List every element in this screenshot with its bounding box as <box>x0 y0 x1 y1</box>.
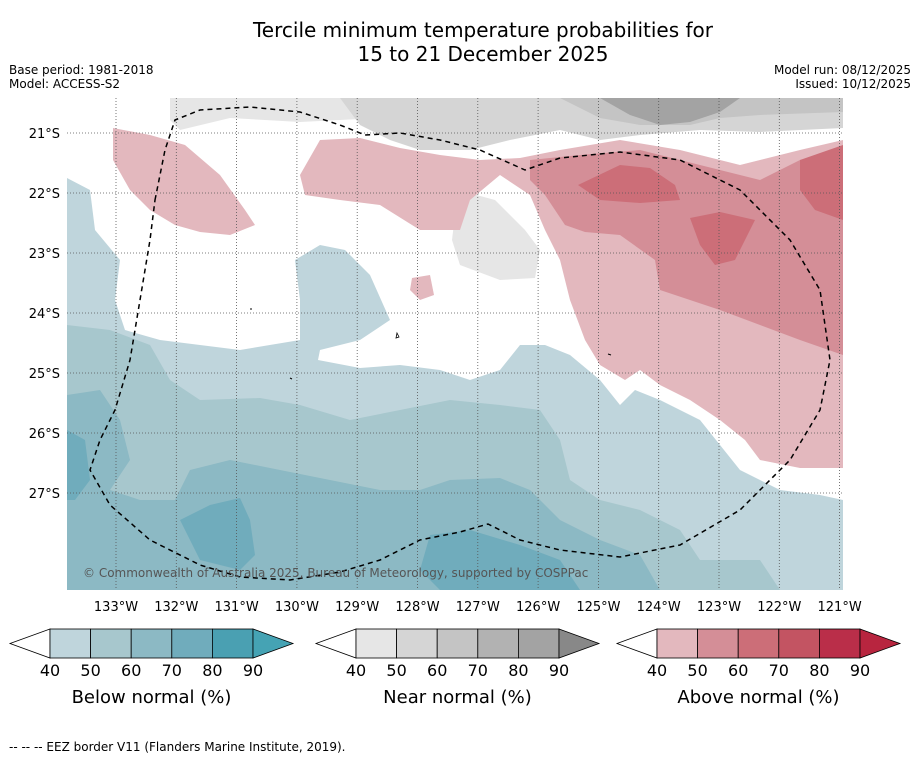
x-tick-label: 130°W <box>275 600 319 615</box>
colorbar-label: Below normal (%) <box>72 687 232 708</box>
meta-left: Base period: 1981-2018 Model: ACCESS-S2 <box>9 63 154 91</box>
base-period: Base period: 1981-2018 <box>9 63 154 77</box>
colorbar-segment <box>355 628 397 659</box>
colorbar-segment <box>819 628 861 659</box>
x-tick-label: 124°W <box>637 600 681 615</box>
x-tick-label: 125°W <box>576 600 620 615</box>
y-tick-label: 26°S <box>29 427 60 442</box>
below-normal-region-70c <box>67 430 90 500</box>
x-tick-label: 132°W <box>154 600 198 615</box>
model-name: Model: ACCESS-S2 <box>9 77 121 91</box>
above-normal-region-50 <box>530 150 843 355</box>
gridlines <box>67 98 843 590</box>
colorbar-segment <box>697 628 739 659</box>
above-normal-region-60b <box>690 212 755 265</box>
colorbar-tick: 90 <box>549 661 569 680</box>
copyright-text: © Commonwealth of Australia 2025, Bureau… <box>83 566 588 580</box>
colorbar-segment <box>778 628 820 659</box>
colorbar: 40 50 60 70 80 90 Near normal (%) <box>314 628 601 708</box>
meta-right: Model run: 08/12/2025 Issued: 10/12/2025 <box>774 63 911 91</box>
x-tick-label: 128°W <box>395 600 439 615</box>
y-tick-label: 23°S <box>29 247 60 262</box>
colorbar-over-arrow <box>558 628 601 659</box>
colorbar-tick: 80 <box>202 661 222 680</box>
colorbar-segment <box>656 628 698 659</box>
y-tick-label: 21°S <box>29 127 60 142</box>
colorbar-tick: 80 <box>809 661 829 680</box>
x-tick-labels: 133°W 132°W 131°W 130°W 129°W 128°W 127°W 126°W… <box>94 600 862 615</box>
colorbar-under-arrow <box>8 628 51 659</box>
colorbar-tick: 90 <box>850 661 870 680</box>
colorbar-segment <box>171 628 213 659</box>
colorbar-tick: 40 <box>647 661 667 680</box>
colorbar-segment <box>518 628 560 659</box>
chart-title: Tercile minimum temperature probabilitie… <box>0 18 919 66</box>
colorbar-segment <box>211 628 254 659</box>
y-tick-label: 24°S <box>29 307 60 322</box>
colorbar-segment <box>477 628 519 659</box>
near-normal-region-80 <box>600 98 740 125</box>
colorbar-tick: 70 <box>468 661 488 680</box>
model-run: Model run: 08/12/2025 <box>773 63 911 77</box>
colorbar-label: Near normal (%) <box>383 687 532 708</box>
colorbar-over-arrow <box>252 628 295 659</box>
island-marks <box>250 308 612 380</box>
colorbar-segment <box>49 628 91 659</box>
title-line-2: 15 to 21 December 2025 <box>357 42 609 66</box>
colorbar-segment <box>737 628 780 659</box>
above-normal-region-60c <box>800 145 843 220</box>
y-tick-label: 22°S <box>29 187 60 202</box>
colorbar-tick: 50 <box>687 661 707 680</box>
colorbar-tick: 50 <box>80 661 100 680</box>
eez-footnote: -- -- -- EEZ border V11 (Flanders Marine… <box>9 740 346 754</box>
title-line-1: Tercile minimum temperature probabilitie… <box>252 18 714 42</box>
colorbar-tick: 60 <box>427 661 447 680</box>
colorbar-segment <box>396 628 438 659</box>
x-tick-label: 122°W <box>757 600 801 615</box>
colorbar-label: Above normal (%) <box>677 687 839 708</box>
x-tick-label: 127°W <box>456 600 500 615</box>
colorbar-tick: 70 <box>162 661 182 680</box>
colorbar: 40 50 60 70 80 90 Below normal (%) <box>8 628 295 708</box>
y-tick-labels: 21°S 22°S 23°S 24°S 25°S 26°S 27°S <box>29 127 60 502</box>
colorbar-under-arrow <box>615 628 658 659</box>
colorbar: 40 50 60 70 80 90 Above normal (%) <box>615 628 902 708</box>
colorbar-segment <box>436 628 479 659</box>
colorbar-tick: 90 <box>243 661 263 680</box>
colorbar-segment <box>130 628 173 659</box>
y-tick-label: 25°S <box>29 367 60 382</box>
colorbar-tick: 40 <box>346 661 366 680</box>
x-tick-label: 123°W <box>697 600 741 615</box>
x-tick-label: 129°W <box>335 600 379 615</box>
issued-date: Issued: 10/12/2025 <box>795 77 911 91</box>
colorbar-segment <box>90 628 132 659</box>
map-fields <box>67 98 843 590</box>
colorbar-tick: 80 <box>508 661 528 680</box>
above-normal-patch <box>410 275 434 300</box>
above-normal-region-60 <box>578 165 680 203</box>
colorbar-tick: 40 <box>40 661 60 680</box>
x-tick-label: 133°W <box>94 600 138 615</box>
x-tick-label: 121°W <box>818 600 862 615</box>
x-tick-label: 131°W <box>215 600 259 615</box>
colorbar-tick: 60 <box>728 661 748 680</box>
x-tick-label: 126°W <box>516 600 560 615</box>
colorbars: 40 50 60 70 80 90 Below normal (%) 40 50 60 70 80 90… <box>8 628 902 708</box>
colorbar-tick: 60 <box>121 661 141 680</box>
colorbar-tick: 70 <box>769 661 789 680</box>
colorbar-tick: 50 <box>386 661 406 680</box>
near-normal-patch <box>452 190 540 280</box>
above-normal-region-left <box>113 128 255 235</box>
colorbar-over-arrow <box>859 628 902 659</box>
below-normal-region-70b <box>420 530 580 590</box>
y-tick-label: 27°S <box>29 487 60 502</box>
colorbar-under-arrow <box>314 628 357 659</box>
